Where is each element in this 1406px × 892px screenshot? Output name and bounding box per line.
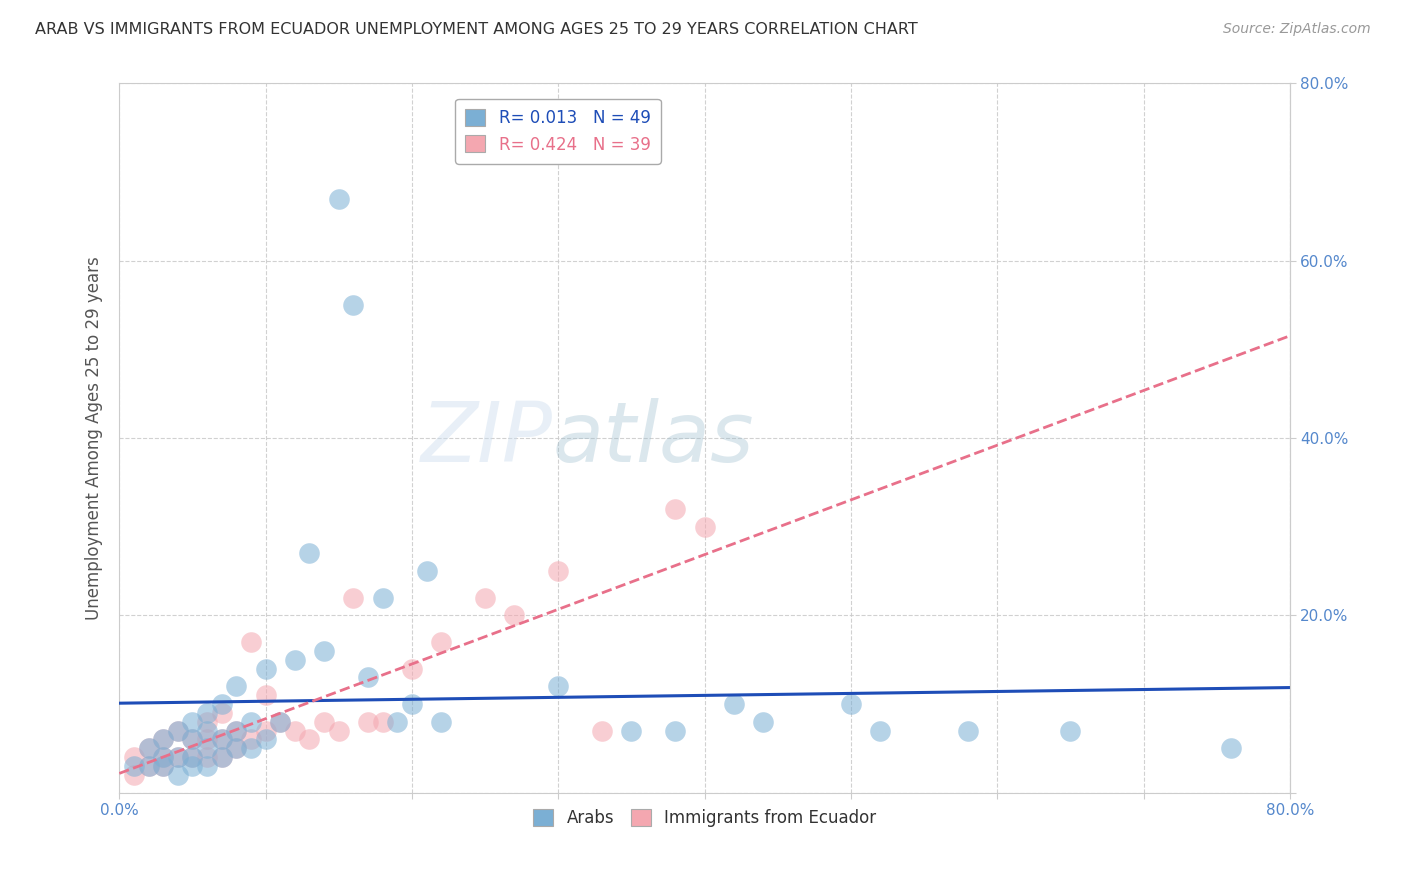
Point <box>839 697 862 711</box>
Point <box>211 697 233 711</box>
Point <box>328 192 350 206</box>
Point <box>664 502 686 516</box>
Point <box>664 723 686 738</box>
Point <box>181 732 204 747</box>
Point <box>1059 723 1081 738</box>
Point <box>211 706 233 720</box>
Point <box>211 750 233 764</box>
Point <box>723 697 745 711</box>
Point <box>254 723 277 738</box>
Point <box>342 298 364 312</box>
Point <box>181 750 204 764</box>
Point <box>269 714 291 729</box>
Point <box>620 723 643 738</box>
Point <box>547 564 569 578</box>
Point <box>166 750 188 764</box>
Point <box>138 741 160 756</box>
Point <box>225 723 247 738</box>
Point <box>239 635 262 649</box>
Point <box>195 759 218 773</box>
Text: Source: ZipAtlas.com: Source: ZipAtlas.com <box>1223 22 1371 37</box>
Point <box>503 608 526 623</box>
Point <box>474 591 496 605</box>
Y-axis label: Unemployment Among Ages 25 to 29 years: Unemployment Among Ages 25 to 29 years <box>86 256 103 620</box>
Point <box>328 723 350 738</box>
Point <box>138 759 160 773</box>
Point <box>357 714 380 729</box>
Point <box>225 723 247 738</box>
Point <box>225 679 247 693</box>
Point <box>591 723 613 738</box>
Point <box>314 714 336 729</box>
Point <box>371 714 394 729</box>
Point <box>152 750 174 764</box>
Point <box>152 759 174 773</box>
Point <box>138 759 160 773</box>
Point <box>415 564 437 578</box>
Point <box>181 750 204 764</box>
Point <box>166 723 188 738</box>
Point <box>693 519 716 533</box>
Point <box>430 635 453 649</box>
Point <box>152 750 174 764</box>
Point <box>211 750 233 764</box>
Point <box>298 732 321 747</box>
Point <box>166 750 188 764</box>
Point <box>152 732 174 747</box>
Point <box>152 759 174 773</box>
Point <box>401 697 423 711</box>
Point <box>122 759 145 773</box>
Point <box>166 723 188 738</box>
Point <box>195 732 218 747</box>
Point <box>195 741 218 756</box>
Point <box>211 732 233 747</box>
Text: ZIP: ZIP <box>420 398 553 478</box>
Point <box>122 750 145 764</box>
Point <box>547 679 569 693</box>
Point <box>239 741 262 756</box>
Point <box>752 714 775 729</box>
Point <box>166 768 188 782</box>
Point <box>225 741 247 756</box>
Point <box>357 670 380 684</box>
Point <box>254 688 277 702</box>
Point <box>195 706 218 720</box>
Point <box>314 644 336 658</box>
Point <box>239 714 262 729</box>
Point <box>195 714 218 729</box>
Point <box>195 723 218 738</box>
Point <box>401 661 423 675</box>
Point <box>371 591 394 605</box>
Point <box>298 546 321 560</box>
Point <box>181 732 204 747</box>
Point <box>195 750 218 764</box>
Point <box>138 741 160 756</box>
Point <box>152 732 174 747</box>
Point <box>211 732 233 747</box>
Point <box>269 714 291 729</box>
Point <box>122 768 145 782</box>
Point <box>284 723 307 738</box>
Point <box>239 732 262 747</box>
Text: ARAB VS IMMIGRANTS FROM ECUADOR UNEMPLOYMENT AMONG AGES 25 TO 29 YEARS CORRELATI: ARAB VS IMMIGRANTS FROM ECUADOR UNEMPLOY… <box>35 22 918 37</box>
Point <box>225 741 247 756</box>
Point <box>869 723 891 738</box>
Point <box>254 661 277 675</box>
Point <box>956 723 979 738</box>
Text: atlas: atlas <box>553 398 754 478</box>
Point <box>284 653 307 667</box>
Point <box>181 759 204 773</box>
Point <box>181 714 204 729</box>
Point <box>387 714 409 729</box>
Point <box>430 714 453 729</box>
Point <box>342 591 364 605</box>
Point <box>1220 741 1243 756</box>
Legend: Arabs, Immigrants from Ecuador: Arabs, Immigrants from Ecuador <box>526 803 883 834</box>
Point <box>254 732 277 747</box>
